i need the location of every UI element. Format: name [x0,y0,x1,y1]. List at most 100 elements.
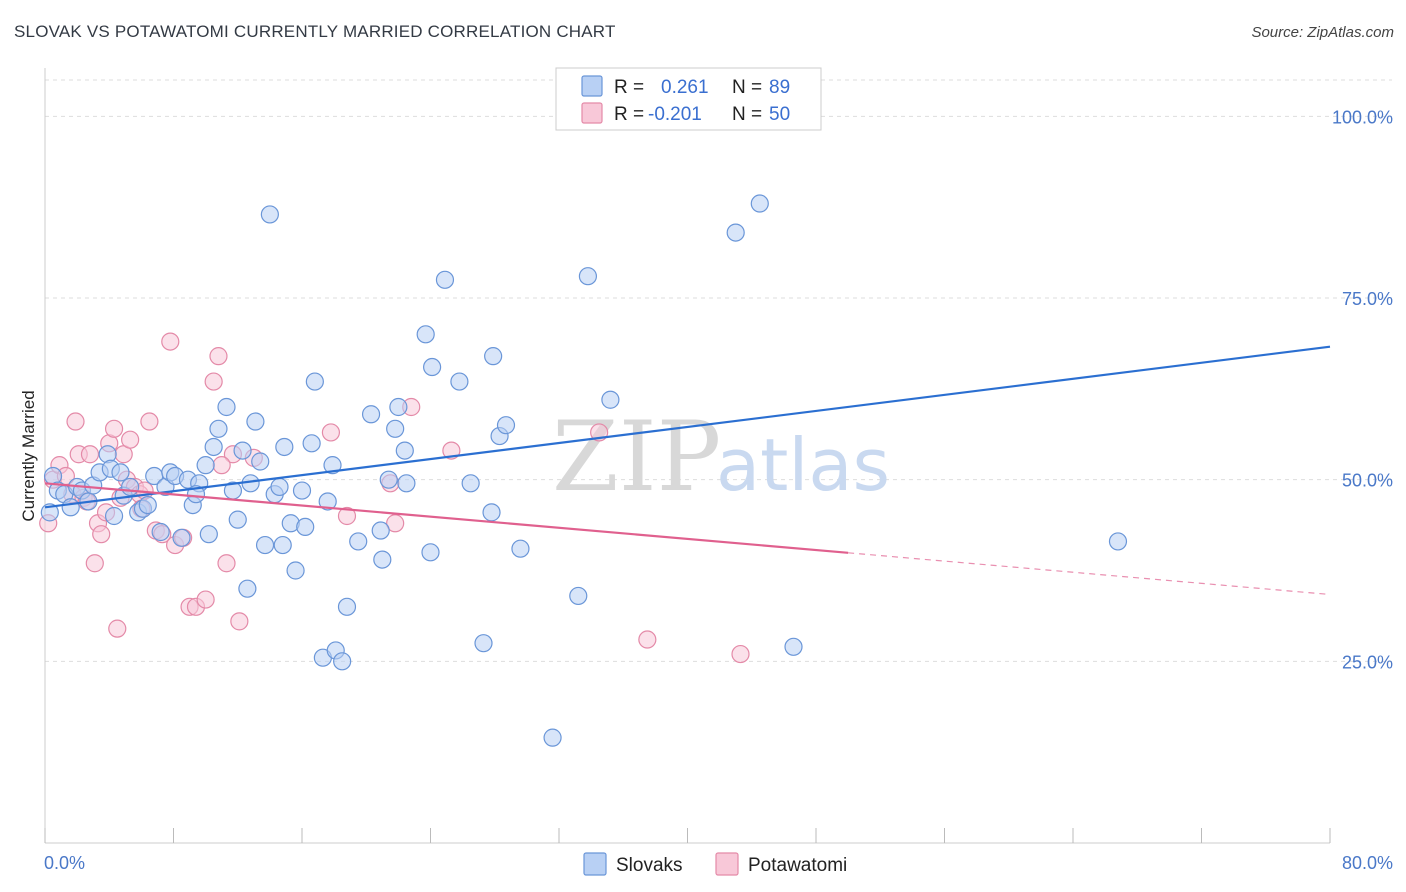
data-point [482,503,501,522]
legend-n-label-slovaks: N = [732,77,762,98]
series-legend: Slovaks Potawatomi [583,852,847,876]
data-point [302,434,321,453]
data-point [108,619,127,638]
data-points [39,107,1128,747]
data-point [238,579,257,598]
data-point [726,223,745,242]
watermark-zip: ZIP [552,401,721,513]
y-tick-label: 50.0% [1342,471,1393,491]
data-point [196,456,215,475]
data-point [318,492,337,511]
tick-labels: 25.0% 50.0% 75.0% 100.0% 0.0% 80.0% [44,107,1393,873]
data-point [66,412,85,431]
trend-line [44,345,1331,509]
data-point [442,441,461,460]
stats-legend: R = 0.261 N = 89 R = -0.201 N = 50 [555,67,822,131]
data-point [286,561,305,580]
legend-swatch-potawatomi [581,102,603,124]
data-point [228,510,247,529]
data-point [255,535,275,555]
data-point [199,525,218,544]
y-tick-label: 75.0% [1342,289,1393,309]
data-point [373,550,392,569]
data-point [273,535,292,555]
data-point [601,390,620,409]
data-point [337,506,357,526]
legend-r-value-potawatomi: -0.201 [648,104,702,125]
data-point [461,474,480,493]
data-point [292,481,312,500]
watermark: ZIP atlas [552,401,890,513]
data-point [104,506,124,526]
series-legend-label-slovaks: Slovaks [616,855,683,876]
data-point [511,539,530,558]
chart-title: SLOVAK VS POTAWATOMI CURRENTLY MARRIED C… [14,22,616,41]
data-point [569,586,588,606]
series-legend-swatch-potawatomi [715,852,739,876]
legend-r-label-slovaks: R = [614,77,644,98]
y-tick-label: 100.0% [1332,107,1393,127]
data-point [379,470,398,489]
data-point [140,412,159,431]
y-tick-label: 25.0% [1342,652,1393,672]
data-point [121,430,140,449]
data-point [138,496,157,515]
data-point [337,597,357,616]
data-point [196,590,215,609]
data-point [484,347,503,366]
legend-swatch-slovaks [581,75,603,97]
data-point [386,514,405,533]
data-point [416,325,435,344]
data-point [204,437,223,457]
data-point [305,372,324,391]
x-tick-label: 0.0% [44,853,85,873]
data-point [784,637,803,656]
data-point [233,441,252,460]
data-point [161,332,180,351]
data-point [386,419,405,438]
data-point [217,397,236,417]
series-legend-label-potawatomi: Potawatomi [748,855,847,876]
data-point [750,194,769,213]
trend-line-extension [848,552,1331,596]
data-point [397,474,416,493]
data-point [230,612,249,631]
data-point [474,634,493,653]
data-point [421,543,440,562]
data-point [275,437,294,457]
y-axis-label: Currently Married [19,390,38,521]
data-point [638,630,657,649]
data-point [121,477,140,497]
legend-r-label-potawatomi: R = [614,104,644,125]
data-point [389,397,408,417]
data-point [296,517,315,537]
x-tick-label: 80.0% [1342,853,1393,873]
data-point [151,522,170,542]
data-point [321,423,341,442]
watermark-atlas: atlas [716,423,890,507]
data-point [323,456,342,475]
data-point [270,477,289,497]
axes [44,68,1331,844]
data-point [543,728,562,747]
data-point [423,357,442,377]
data-point [578,267,598,286]
data-point [85,554,104,573]
data-point [349,532,368,551]
trend-line [44,482,849,554]
legend-n-label-potawatomi: N = [732,104,762,125]
data-point [209,419,228,438]
data-point [333,652,352,671]
data-point [731,644,750,664]
trend-lines [44,345,1331,596]
source-credit: Source: ZipAtlas.com [1251,24,1394,41]
data-point [450,372,469,391]
data-point [111,463,130,482]
data-point [80,445,100,464]
legend-n-value-potawatomi: 50 [769,104,790,125]
data-point [212,456,231,475]
data-point [1108,532,1128,551]
data-point [92,525,111,544]
data-point [246,412,265,431]
data-point [104,419,124,438]
